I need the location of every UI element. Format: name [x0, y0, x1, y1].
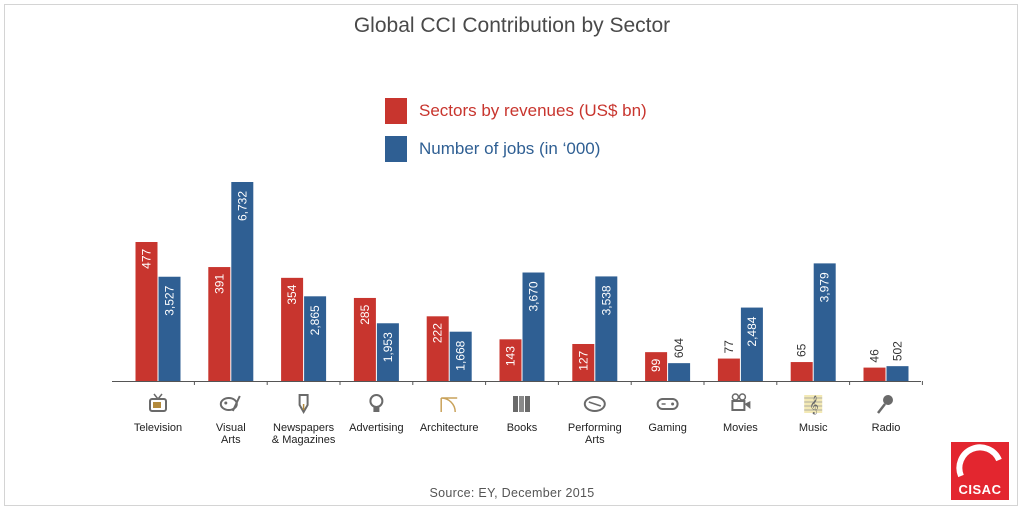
lightbulb-icon	[369, 394, 384, 412]
data-label-jobs: 6,732	[235, 191, 249, 221]
theatre-icon	[583, 396, 606, 412]
category-label: Advertising	[349, 422, 404, 434]
bar-jobs	[231, 182, 254, 381]
bar-jobs	[595, 276, 618, 381]
data-label-jobs: 3,979	[818, 272, 832, 302]
data-label-revenue: 65	[795, 343, 809, 357]
category-label: Performing Arts	[567, 422, 622, 446]
pen-nib-icon	[298, 394, 309, 415]
bar-jobs	[522, 272, 545, 381]
category-label: Radio	[871, 422, 901, 434]
bar-jobs	[376, 323, 399, 381]
bar-revenue	[572, 343, 595, 381]
category-label: Movies	[722, 422, 758, 434]
books-icon	[513, 396, 530, 412]
chart-title: Global CCI Contribution by Sector	[353, 14, 671, 37]
source-note: Source: EY, December 2015	[429, 486, 595, 500]
category-label: Music	[798, 422, 828, 434]
movie-camera-icon	[731, 393, 751, 411]
bar-revenue	[208, 267, 231, 381]
bar-revenue	[353, 297, 376, 381]
data-label-revenue: 99	[649, 358, 663, 372]
data-label-jobs: 2,865	[308, 305, 322, 335]
legend-swatch-revenue	[385, 98, 407, 124]
data-label-jobs: 502	[891, 341, 905, 361]
logo-mark-icon	[956, 444, 1002, 479]
legend-label-jobs: Number of jobs (in ‘000)	[419, 139, 601, 158]
bar-jobs	[304, 296, 327, 381]
bar-revenue	[281, 277, 304, 381]
bar-revenue	[499, 339, 522, 381]
data-label-jobs: 3,670	[527, 281, 541, 311]
compass-icon	[440, 397, 458, 413]
category-label: Gaming	[648, 422, 687, 434]
bar-revenue	[135, 242, 158, 381]
cisac-logo: CISAC	[951, 442, 1009, 500]
data-label-jobs: 3,527	[163, 285, 177, 315]
legend-item-jobs: Number of jobs (in ‘000)	[385, 134, 647, 164]
data-label-revenue: 285	[358, 304, 372, 324]
data-label-revenue: 354	[285, 284, 299, 304]
data-label-jobs: 1,668	[454, 340, 468, 370]
legend: Sectors by revenues (US$ bn) Number of j…	[385, 96, 647, 172]
data-label-jobs: 3,538	[599, 285, 613, 315]
bar-jobs	[449, 331, 472, 381]
logo-text: CISAC	[958, 482, 1002, 497]
bar-jobs	[886, 366, 909, 381]
data-label-revenue: 77	[722, 340, 736, 354]
data-label-jobs: 1,953	[381, 332, 395, 362]
data-label-revenue: 477	[140, 248, 154, 268]
legend-item-revenue: Sectors by revenues (US$ bn)	[385, 96, 647, 126]
svg-text:𝄞: 𝄞	[809, 395, 818, 415]
category-label: Newspapers & Magazines	[271, 422, 336, 446]
data-label-revenue: 391	[212, 274, 226, 294]
palette-icon	[219, 395, 241, 412]
data-label-jobs: 604	[672, 338, 686, 358]
bar-jobs	[813, 263, 836, 381]
bar-jobs	[668, 363, 691, 381]
gamepad-icon	[656, 398, 679, 410]
bar-revenue	[790, 362, 813, 381]
category-label: Visual Arts	[215, 422, 246, 446]
legend-label-revenue: Sectors by revenues (US$ bn)	[419, 101, 647, 120]
music-note-icon: 𝄞	[804, 395, 823, 415]
bar-revenue	[717, 358, 740, 381]
bar-revenue	[863, 367, 886, 381]
data-label-revenue: 143	[504, 346, 518, 366]
bar-jobs	[740, 307, 763, 381]
data-label-revenue: 46	[868, 349, 882, 363]
category-label: Architecture	[419, 422, 479, 434]
tv-icon	[149, 393, 167, 412]
bar-revenue	[645, 352, 668, 381]
legend-swatch-jobs	[385, 136, 407, 162]
category-label: Television	[133, 422, 183, 434]
microphone-icon	[877, 395, 893, 414]
data-label-revenue: 127	[576, 350, 590, 370]
data-label-revenue: 222	[431, 323, 445, 343]
data-label-jobs: 2,484	[745, 316, 759, 346]
category-label: Books	[506, 422, 538, 434]
bar-revenue	[426, 316, 449, 381]
bar-jobs	[158, 276, 181, 381]
chart-frame	[4, 4, 1018, 506]
